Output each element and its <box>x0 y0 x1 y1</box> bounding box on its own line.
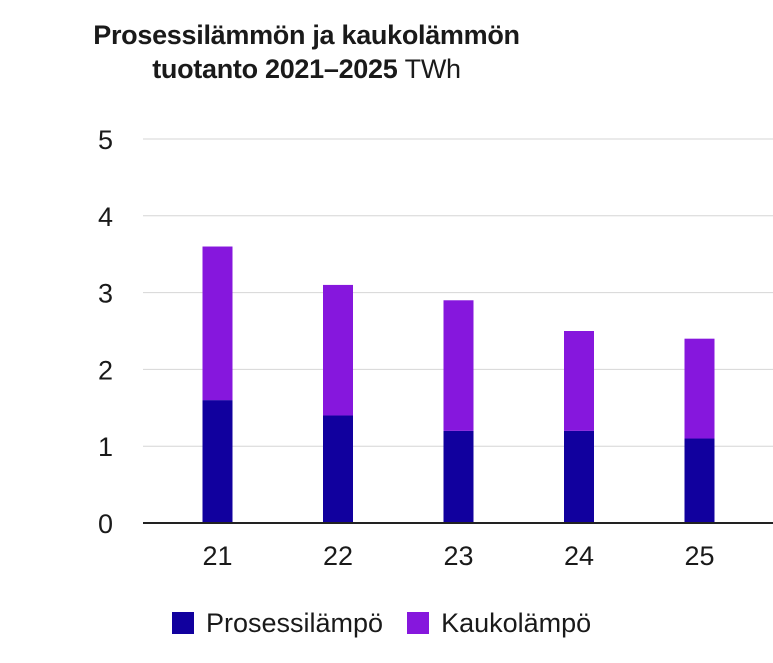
x-tick-label: 24 <box>564 541 594 571</box>
legend-swatch-kaukolampo <box>407 612 430 634</box>
bar-kaukolampo <box>684 338 715 439</box>
bar-prosessilampo <box>202 400 233 523</box>
y-tick-label: 4 <box>98 202 113 232</box>
x-tick-label: 23 <box>443 541 473 571</box>
bar-prosessilampo <box>443 430 474 523</box>
chart-title-line-1: Prosessilämmön ja kaukolämmön <box>93 20 520 50</box>
bar-prosessilampo <box>684 438 715 523</box>
legend-swatch-prosessilampo <box>172 612 194 634</box>
bar-kaukolampo <box>202 246 233 401</box>
chart-title-line-2: tuotanto 2021–2025 TWh <box>0 52 773 86</box>
chart-unit: TWh <box>404 54 461 84</box>
bar-kaukolampo <box>443 300 474 431</box>
legend-label-prosessilampo: Prosessilämpö <box>206 607 384 638</box>
bar-kaukolampo <box>564 331 594 431</box>
y-tick-label: 0 <box>98 509 113 539</box>
legend-item-prosessilampo: Prosessilämpö <box>172 608 383 639</box>
legend-label-kaukolampo: Kaukolämpö <box>441 607 592 638</box>
legend: Prosessilämpö Kaukolämpö <box>172 605 615 641</box>
y-tick-label: 2 <box>98 355 113 385</box>
bar-kaukolampo <box>323 284 353 416</box>
x-tick-label: 25 <box>684 541 714 571</box>
bar-prosessilampo <box>323 415 353 523</box>
x-tick-label: 21 <box>202 541 232 571</box>
chart-title: Prosessilämmön ja kaukolämmön tuotanto 2… <box>0 18 773 86</box>
x-tick-label: 22 <box>323 541 353 571</box>
y-tick-label: 1 <box>98 432 113 462</box>
y-tick-label: 5 <box>98 125 113 155</box>
y-tick-label: 3 <box>98 279 113 309</box>
bar-prosessilampo <box>564 430 594 523</box>
legend-item-kaukolampo: Kaukolämpö <box>407 608 591 639</box>
chart-title-years: tuotanto 2021–2025 <box>152 54 398 84</box>
